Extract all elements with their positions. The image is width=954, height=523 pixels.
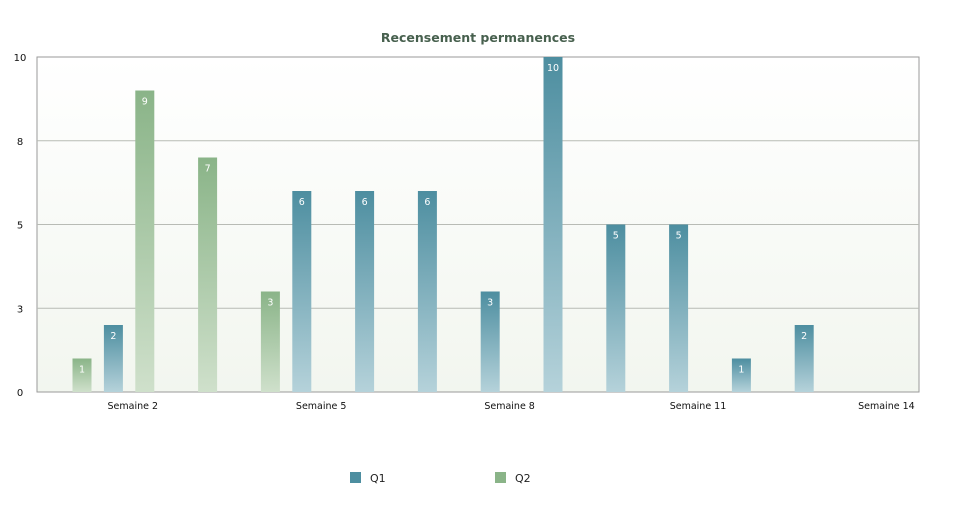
bar-q1: [794, 325, 814, 392]
chart-title: Recensement permanences: [381, 30, 575, 45]
legend-swatch-q2: [495, 472, 506, 483]
gridlines: [37, 140, 919, 309]
x-tick-label: Semaine 2: [108, 401, 159, 412]
x-axis: Semaine 2 Semaine 5 Semaine 8 Semaine 11 Sem…: [108, 401, 915, 412]
bar-value-label: 9: [142, 97, 148, 108]
y-axis: 0 3 5 8 10: [14, 53, 27, 399]
bar-q1: [480, 291, 500, 392]
bar-q1: [292, 191, 312, 392]
bar-q1: [731, 358, 751, 392]
y-tick-label: 10: [14, 53, 27, 64]
bar-q1: [606, 224, 626, 392]
bar-q2: [198, 157, 218, 392]
bar-value-label: 2: [110, 331, 116, 342]
x-tick-label: Semaine 5: [296, 401, 347, 412]
bar-value-label: 5: [613, 231, 619, 242]
bar-q1: [669, 224, 689, 392]
bar-value-label: 3: [267, 298, 273, 309]
legend: Q1 Q2: [350, 472, 531, 485]
bar-q1: [417, 191, 437, 392]
bar-value-label: 7: [205, 164, 211, 175]
legend-label: Q2: [515, 472, 531, 485]
x-tick-label: Semaine 14: [858, 401, 915, 412]
y-tick-label: 8: [17, 137, 23, 148]
y-tick-label: 3: [17, 304, 23, 315]
legend-swatch-q1: [350, 472, 361, 483]
bar-value-label: 5: [676, 231, 682, 242]
bar-value-label: 10: [547, 63, 559, 74]
x-tick-label: Semaine 11: [670, 401, 727, 412]
bar-value-label: 1: [79, 365, 85, 376]
y-tick-label: 5: [17, 221, 23, 232]
bar-q1: [103, 325, 123, 392]
bar-q2: [72, 358, 92, 392]
bar-q1: [355, 191, 375, 392]
bar-value-label: 6: [424, 197, 430, 208]
legend-label: Q1: [370, 472, 386, 485]
bar-value-label: 1: [738, 365, 744, 376]
y-tick-label: 0: [17, 388, 23, 399]
bar-q2: [135, 90, 155, 392]
bar-q2: [260, 291, 280, 392]
bar-value-label: 6: [362, 197, 368, 208]
bar-value-label: 6: [299, 197, 305, 208]
bar-value-label: 3: [487, 298, 493, 309]
bar-value-label: 2: [801, 331, 807, 342]
x-tick-label: Semaine 8: [484, 401, 535, 412]
bar-q1: [543, 57, 563, 392]
bars: 1 2 9 7 3 6 6 6 3 10 5 5 1 2: [72, 57, 814, 392]
